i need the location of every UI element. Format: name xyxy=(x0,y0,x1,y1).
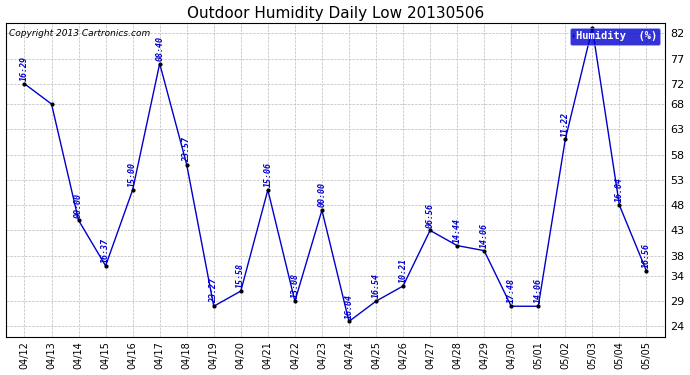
Title: Outdoor Humidity Daily Low 20130506: Outdoor Humidity Daily Low 20130506 xyxy=(187,6,484,21)
Text: 14:06: 14:06 xyxy=(480,223,489,248)
Legend: Humidity  (%): Humidity (%) xyxy=(569,28,660,45)
Text: 23:57: 23:57 xyxy=(182,137,191,162)
Text: 16:04: 16:04 xyxy=(344,294,353,319)
Text: 06:56: 06:56 xyxy=(426,202,435,228)
Text: 16:54: 16:54 xyxy=(371,273,380,298)
Text: 23:27: 23:27 xyxy=(209,279,218,303)
Text: 15:00: 15:00 xyxy=(128,162,137,187)
Text: 17:48: 17:48 xyxy=(506,279,515,303)
Text: Copyright 2013 Cartronics.com: Copyright 2013 Cartronics.com xyxy=(9,29,150,38)
Text: 16:56: 16:56 xyxy=(642,243,651,268)
Text: 14:44: 14:44 xyxy=(453,218,462,243)
Text: 13:08: 13:08 xyxy=(290,273,299,298)
Text: 00:00: 00:00 xyxy=(317,182,326,207)
Text: 15:06: 15:06 xyxy=(264,162,273,187)
Text: 14:06: 14:06 xyxy=(534,279,543,303)
Text: 16:29: 16:29 xyxy=(20,56,29,81)
Text: 16:37: 16:37 xyxy=(101,238,110,263)
Text: 10:21: 10:21 xyxy=(399,258,408,283)
Text: 08:40: 08:40 xyxy=(155,36,164,61)
Text: 00:00: 00:00 xyxy=(74,192,83,217)
Text: 11:22: 11:22 xyxy=(561,112,570,136)
Text: 16:04: 16:04 xyxy=(615,177,624,203)
Text: 15:58: 15:58 xyxy=(236,263,246,288)
